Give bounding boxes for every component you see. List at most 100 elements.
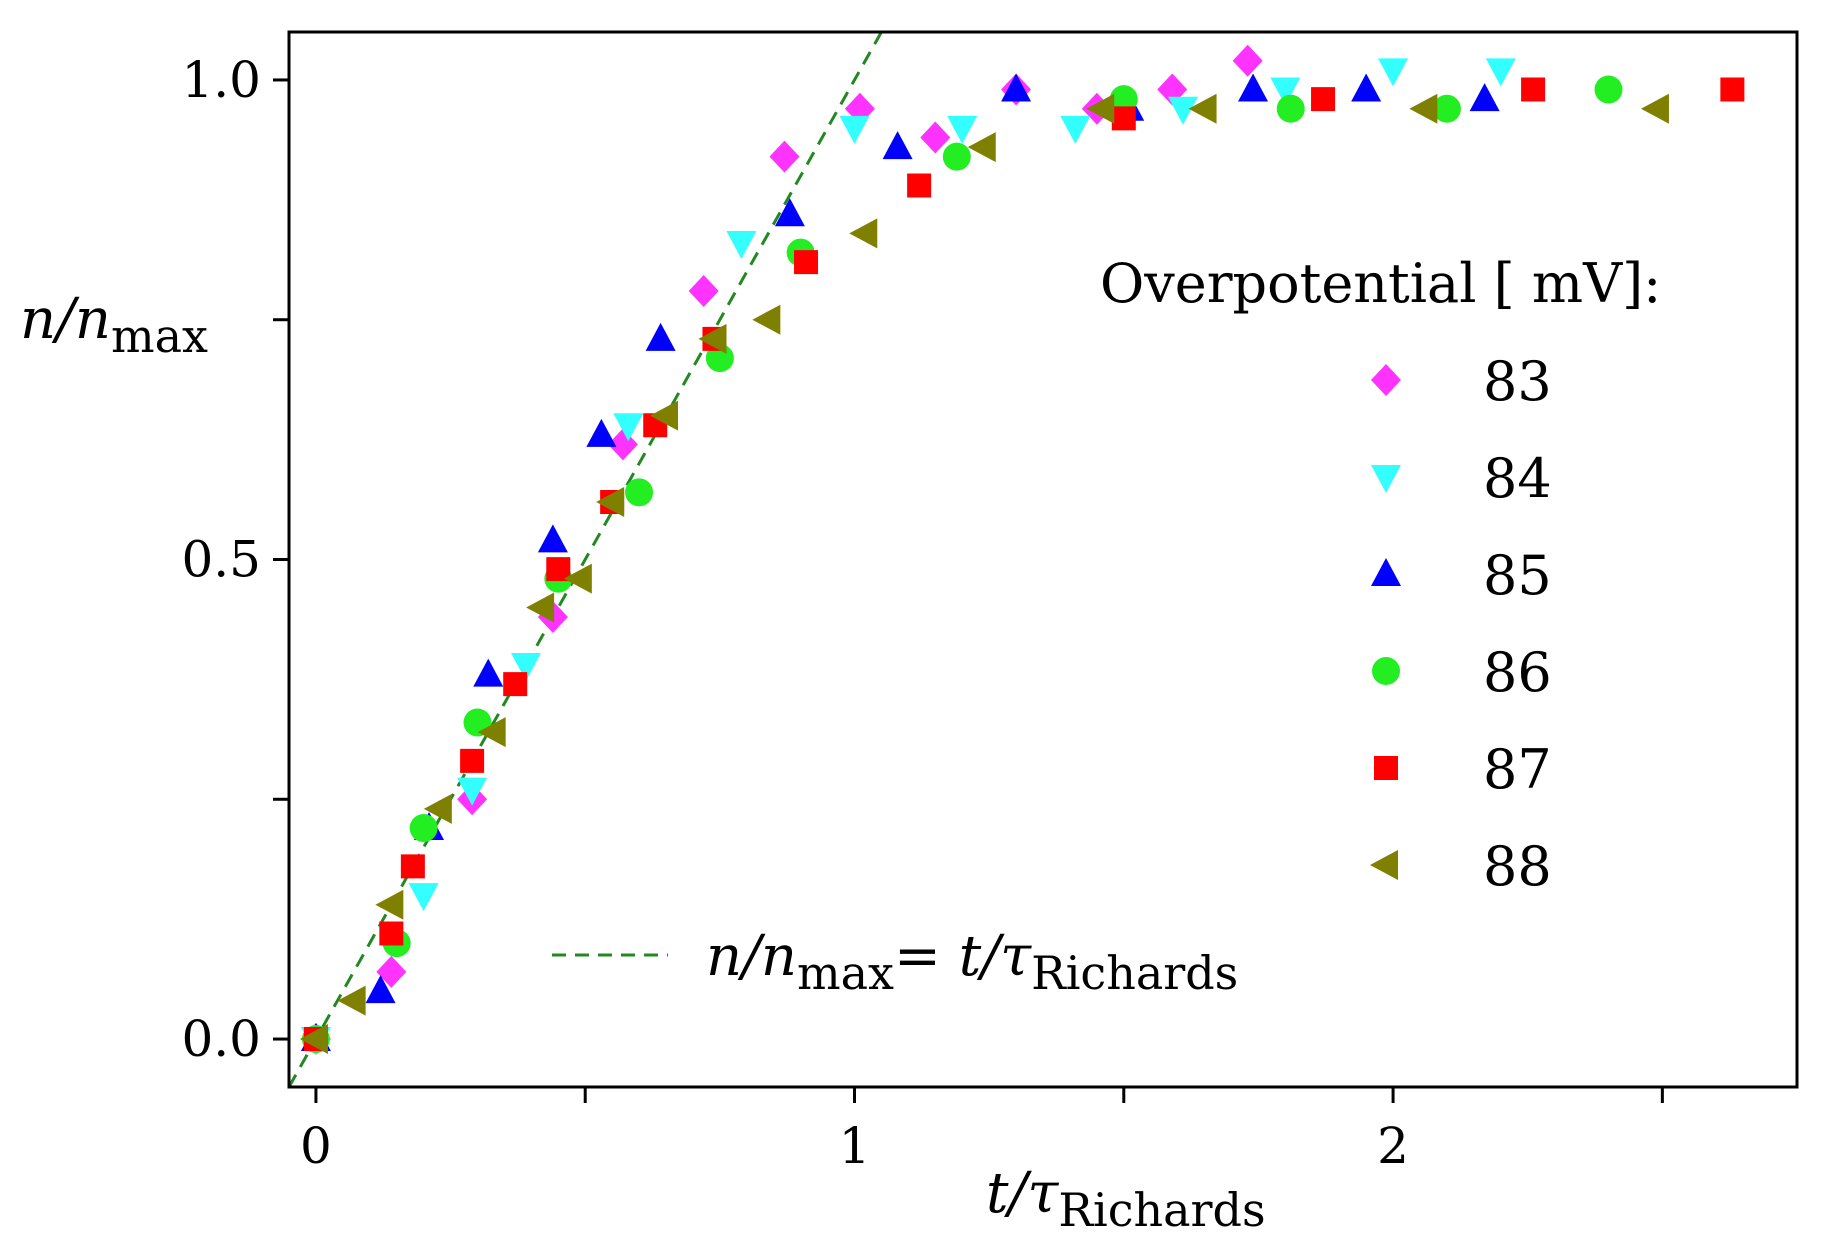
series-88 <box>299 93 1669 1055</box>
legend-item-88: 88 <box>1370 835 1552 898</box>
series-86 <box>301 75 1623 1054</box>
legend-marker-85 <box>1371 558 1401 586</box>
legend-item-83: 83 <box>1371 350 1552 413</box>
point-85-5 <box>586 418 617 447</box>
legend-item-86: 86 <box>1372 641 1552 704</box>
x-tick-label-0: 0 <box>300 1117 332 1175</box>
point-87-4 <box>503 672 528 697</box>
point-88-11 <box>849 218 878 249</box>
point-85-9 <box>1001 73 1032 102</box>
legend-marker-87 <box>1374 756 1398 780</box>
ref-label-eq: = t/ <box>894 924 1005 989</box>
point-86-11 <box>1432 94 1461 123</box>
point-86-8 <box>942 142 971 171</box>
point-84-11 <box>1378 58 1409 87</box>
point-86-6 <box>705 344 734 373</box>
y-tick-label-2: 0.5 <box>181 531 261 589</box>
ref-label-sub: Richards <box>1031 946 1238 1000</box>
ref-label-greek: τ <box>1000 924 1032 989</box>
ref-label-prefix-sub: max <box>797 946 894 1000</box>
axes <box>287 30 1799 1089</box>
reference-line <box>287 31 883 1088</box>
point-85-11 <box>1238 73 1269 102</box>
series-83 <box>300 44 1263 1056</box>
point-84-2 <box>457 777 488 806</box>
point-87-11 <box>1111 106 1136 131</box>
legend-label-85: 85 <box>1483 544 1552 607</box>
legend-item-87: 87 <box>1374 738 1552 801</box>
point-86-10 <box>1276 94 1305 123</box>
reference-line-layer <box>287 31 883 1088</box>
point-84-8 <box>1060 115 1091 144</box>
point-83-5 <box>688 274 719 307</box>
point-85-13 <box>1469 83 1500 112</box>
legend-items: 83 84 85 86 87 88 <box>1370 350 1552 898</box>
point-87-12 <box>1311 87 1336 112</box>
point-85-7 <box>774 198 805 227</box>
point-83-12 <box>1232 44 1263 77</box>
y-tick-label-0: 0.0 <box>181 1010 261 1068</box>
point-88-5 <box>526 592 555 623</box>
point-86-5 <box>625 478 654 507</box>
point-84-3 <box>510 653 541 681</box>
legend-marker-86 <box>1372 657 1400 685</box>
legend-title: Overpotential [ mV]: <box>1100 252 1661 315</box>
point-83-1 <box>376 955 407 988</box>
y-axis-label-var: n/n <box>20 287 111 352</box>
point-88-13 <box>1086 93 1115 124</box>
point-87-1 <box>379 921 404 946</box>
point-83-8 <box>920 121 951 154</box>
point-84-1 <box>408 883 439 912</box>
point-84-4 <box>613 413 644 442</box>
legend-marker-84 <box>1371 465 1401 493</box>
point-87-2 <box>400 854 425 879</box>
point-88-16 <box>1640 93 1669 124</box>
point-88-1 <box>337 985 366 1016</box>
point-88-8 <box>650 400 678 431</box>
series-84 <box>300 58 1516 1056</box>
point-84-12 <box>1485 58 1516 87</box>
y-axis-label-sub: max <box>111 309 208 363</box>
y-axis-label: n/nmax <box>20 287 208 363</box>
legend-marker-88 <box>1370 850 1398 880</box>
point-84-9 <box>1168 96 1199 125</box>
x-axis-label: t/τRichards <box>986 1161 1266 1237</box>
point-88-15 <box>1409 93 1438 124</box>
point-88-4 <box>477 717 506 748</box>
point-84-7 <box>947 115 978 144</box>
reference-line-legend-label: n/nmax= t/τRichards <box>706 924 1238 1000</box>
point-85-3 <box>473 658 504 687</box>
point-84-10 <box>1270 77 1301 106</box>
x-axis-label-sub: Richards <box>1058 1183 1265 1237</box>
legend-label-87: 87 <box>1483 738 1552 801</box>
point-85-4 <box>537 524 568 553</box>
point-86-9 <box>1109 85 1138 114</box>
point-88-14 <box>1188 93 1217 124</box>
point-85-12 <box>1351 73 1382 102</box>
point-88-12 <box>967 132 996 163</box>
point-88-10 <box>752 304 781 335</box>
legend: Overpotential [ mV]: 83 84 85 86 87 88 <box>1100 252 1661 898</box>
y-tick-label-4: 1.0 <box>181 51 261 109</box>
point-87-9 <box>794 250 819 275</box>
point-88-0 <box>299 1024 328 1055</box>
point-85-1 <box>365 975 396 1004</box>
legend-label-84: 84 <box>1483 447 1552 510</box>
ref-label-prefix: n/n <box>706 924 797 989</box>
legend-label-88: 88 <box>1483 835 1552 898</box>
point-88-9 <box>698 323 727 354</box>
legend-label-83: 83 <box>1483 350 1552 413</box>
point-88-6 <box>563 563 592 594</box>
ticks: 0 1 2 0.0 0.5 1.0 <box>181 51 1664 1175</box>
legend-label-86: 86 <box>1483 641 1552 704</box>
series-85 <box>300 73 1500 1052</box>
point-87-10 <box>907 173 932 198</box>
point-87-13 <box>1521 77 1546 102</box>
point-88-3 <box>423 793 452 824</box>
reference-line-legend: n/nmax= t/τRichards <box>552 924 1238 1000</box>
plot-frame <box>287 30 1799 1089</box>
point-86-2 <box>409 814 438 843</box>
legend-marker-83 <box>1371 364 1401 396</box>
